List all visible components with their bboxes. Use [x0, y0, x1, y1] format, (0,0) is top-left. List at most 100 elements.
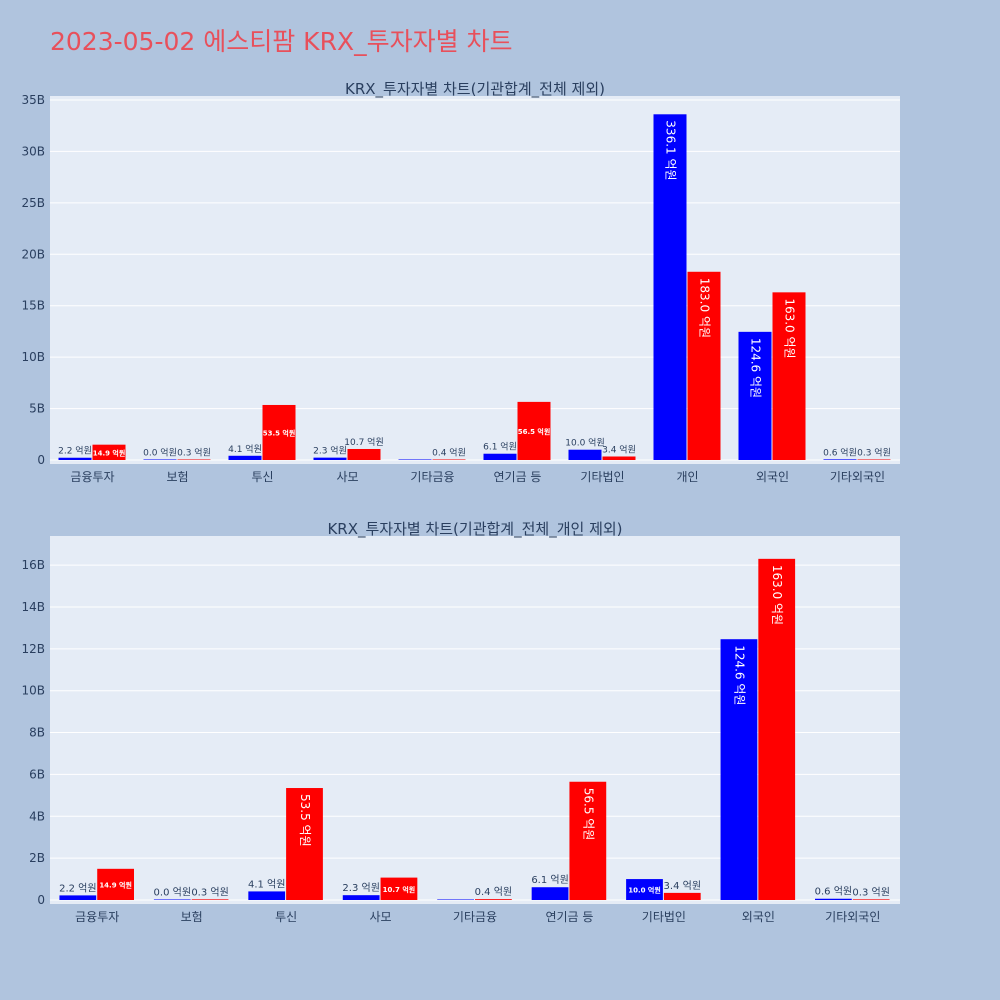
bar	[97, 868, 134, 900]
y-tick-label: 8B	[29, 726, 45, 740]
bar-data-label: 4.1 억원	[248, 878, 285, 890]
y-tick-label: 15B	[21, 299, 45, 313]
x-tick-label: 개인	[676, 470, 698, 484]
bar-data-label: 0.6 억원	[815, 886, 852, 898]
bar	[342, 895, 380, 900]
y-tick-label: 0	[37, 893, 45, 907]
y-tick-label: 14B	[21, 600, 45, 614]
bar-data-label: 183.0 억원	[698, 278, 712, 338]
x-tick-label: 기타금융	[410, 470, 454, 484]
x-tick-label: 투신	[275, 910, 297, 924]
bar	[531, 887, 569, 900]
bar	[852, 899, 890, 900]
bar	[286, 788, 323, 900]
x-tick-label: 연기금 등	[545, 910, 593, 924]
bar	[432, 459, 466, 460]
x-tick-label: 기타금융	[453, 910, 497, 924]
bar	[738, 331, 772, 460]
y-tick-label: 12B	[21, 642, 45, 656]
bar	[602, 456, 636, 460]
bar-data-label: 6.1 억원	[483, 441, 517, 453]
y-tick-label: 6B	[29, 767, 45, 781]
bar	[720, 639, 758, 900]
bar-data-label: 10.7 억원	[383, 885, 416, 894]
bar	[153, 899, 191, 900]
bar-data-label: 0.6 억원	[823, 446, 857, 458]
bar-data-label: 53.5 억원	[263, 428, 296, 437]
bar-data-label: 0.0 억원	[154, 887, 191, 899]
bar-data-label: 10.0 억원	[565, 437, 604, 449]
bar-data-label: 336.1 억원	[664, 120, 678, 180]
bar-data-label: 0.3 억원	[177, 447, 211, 459]
bar	[228, 455, 262, 460]
bar-data-label: 0.0 억원	[143, 447, 177, 459]
bar	[653, 114, 687, 460]
chart-top: 0 5B 10B 15B 20B 25B 30B 35B KRX_투자자별 차트(기관합계_전체…	[21, 80, 900, 484]
x-tick-label: 기타외국인	[830, 470, 885, 484]
bar	[191, 899, 229, 900]
bar	[59, 895, 97, 900]
x-tick-label: 기타법인	[642, 910, 686, 924]
bar	[626, 879, 663, 900]
y-tick-label: 25B	[21, 196, 45, 210]
bar-data-label: 56.5 억원	[581, 788, 595, 841]
bar	[475, 899, 512, 900]
x-tick-label: 사모	[336, 470, 358, 484]
bar-data-label: 0.4 억원	[475, 886, 512, 898]
x-tick-label: 외국인	[756, 470, 789, 484]
bar	[815, 898, 852, 900]
bar-data-label: 2.2 억원	[59, 882, 96, 894]
x-tick-label: 투신	[251, 470, 273, 484]
bar	[177, 459, 211, 460]
bar	[92, 444, 126, 460]
x-tick-label: 사모	[370, 910, 392, 924]
bar	[772, 292, 806, 460]
bar	[143, 459, 177, 460]
page-title: 2023-05-02 에스티팜 KRX_투자자별 차트	[50, 27, 513, 56]
y-tick-label: 10B	[21, 684, 45, 698]
x-tick-label: 보험	[181, 910, 203, 924]
bar	[823, 459, 857, 460]
y-tick-label: 20B	[21, 247, 45, 261]
bar-data-label: 163.0 억원	[770, 565, 784, 625]
chart-title: KRX_투자자별 차트(기관합계_전체_개인 제외)	[327, 520, 622, 539]
y-tick-label: 30B	[21, 144, 45, 158]
bar-data-label: 124.6 억원	[749, 338, 763, 398]
chart-bottom: 0 2B 4B 6B 8B 10B 12B 14B 16B KRX_투자자별 차트(기관합계_전체…	[21, 520, 900, 924]
y-tick-label: 4B	[29, 809, 45, 823]
bar-data-label: 124.6 억원	[732, 645, 746, 705]
bar	[313, 457, 347, 460]
bar	[663, 892, 701, 900]
bar	[857, 459, 891, 460]
bar-data-label: 2.2 억원	[58, 445, 92, 457]
bar	[517, 401, 551, 460]
bar	[758, 558, 796, 900]
bar-data-label: 0.3 억원	[191, 886, 228, 898]
bar	[58, 457, 92, 460]
bar-data-label: 2.3 억원	[313, 445, 347, 457]
bar	[437, 899, 474, 900]
x-tick-label: 기타외국인	[825, 910, 880, 924]
bar-data-label: 14.9 억원	[93, 448, 126, 457]
bar	[687, 271, 721, 460]
bar	[398, 459, 432, 460]
x-tick-label: 금융투자	[75, 910, 119, 924]
bar-data-label: 0.3 억원	[852, 886, 889, 898]
y-tick-label: 35B	[21, 93, 45, 107]
chart-title: KRX_투자자별 차트(기관합계_전체 제외)	[345, 80, 605, 99]
bar	[483, 453, 517, 460]
bar-data-label: 163.0 억원	[783, 298, 797, 358]
bar-data-label: 2.3 억원	[342, 882, 379, 894]
bar	[569, 781, 607, 900]
x-tick-label: 기타법인	[580, 470, 624, 484]
bar-data-label: 10.0 억원	[628, 886, 661, 895]
bar-data-label: 3.4 억원	[664, 880, 701, 892]
bar-data-label: 6.1 억원	[531, 874, 568, 886]
bar	[248, 891, 286, 900]
bar-data-label: 56.5 억원	[518, 427, 551, 436]
x-tick-label: 금융투자	[70, 470, 114, 484]
bar-data-label: 4.1 억원	[228, 443, 262, 455]
bar	[347, 448, 381, 460]
bar	[262, 404, 296, 460]
bar-data-label: 3.4 억원	[602, 444, 636, 456]
